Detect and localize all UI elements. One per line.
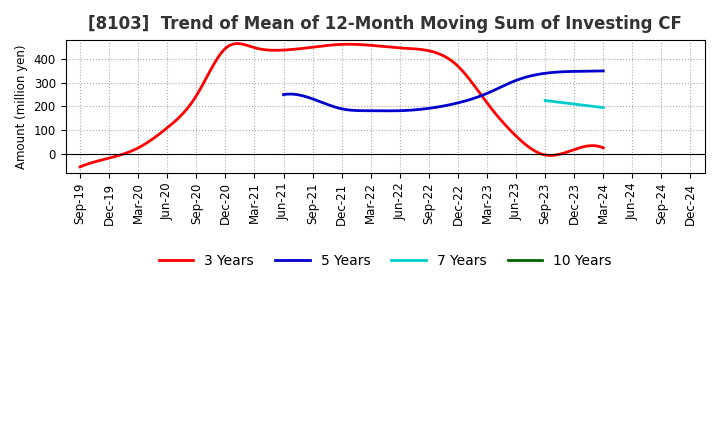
3 Years [389, 45, 397, 50]
3 Years [387, 44, 396, 50]
5 Years [280, 92, 289, 97]
5 Years [469, 95, 478, 101]
5 Years [385, 108, 394, 114]
5 Years [279, 92, 288, 97]
5 Years [570, 69, 579, 74]
3 Years [76, 164, 84, 169]
5 Years [476, 93, 485, 99]
3 Years [518, 139, 527, 145]
7 Years [570, 102, 578, 107]
5 Years [471, 95, 480, 101]
7 Years [541, 98, 549, 103]
7 Years [599, 105, 608, 110]
Title: [8103]  Trend of Mean of 12-Month Moving Sum of Investing CF: [8103] Trend of Mean of 12-Month Moving … [89, 15, 683, 33]
3 Years [233, 41, 242, 46]
3 Years [552, 152, 560, 158]
Y-axis label: Amount (million yen): Amount (million yen) [15, 44, 28, 169]
Line: 5 Years: 5 Years [284, 71, 603, 111]
Line: 3 Years: 3 Years [80, 44, 603, 167]
5 Years [550, 70, 559, 75]
Legend: 3 Years, 5 Years, 7 Years, 10 Years: 3 Years, 5 Years, 7 Years, 10 Years [153, 249, 618, 274]
3 Years [397, 45, 406, 51]
3 Years [78, 164, 86, 169]
5 Years [599, 68, 608, 73]
Line: 7 Years: 7 Years [545, 100, 603, 108]
3 Years [599, 145, 608, 150]
